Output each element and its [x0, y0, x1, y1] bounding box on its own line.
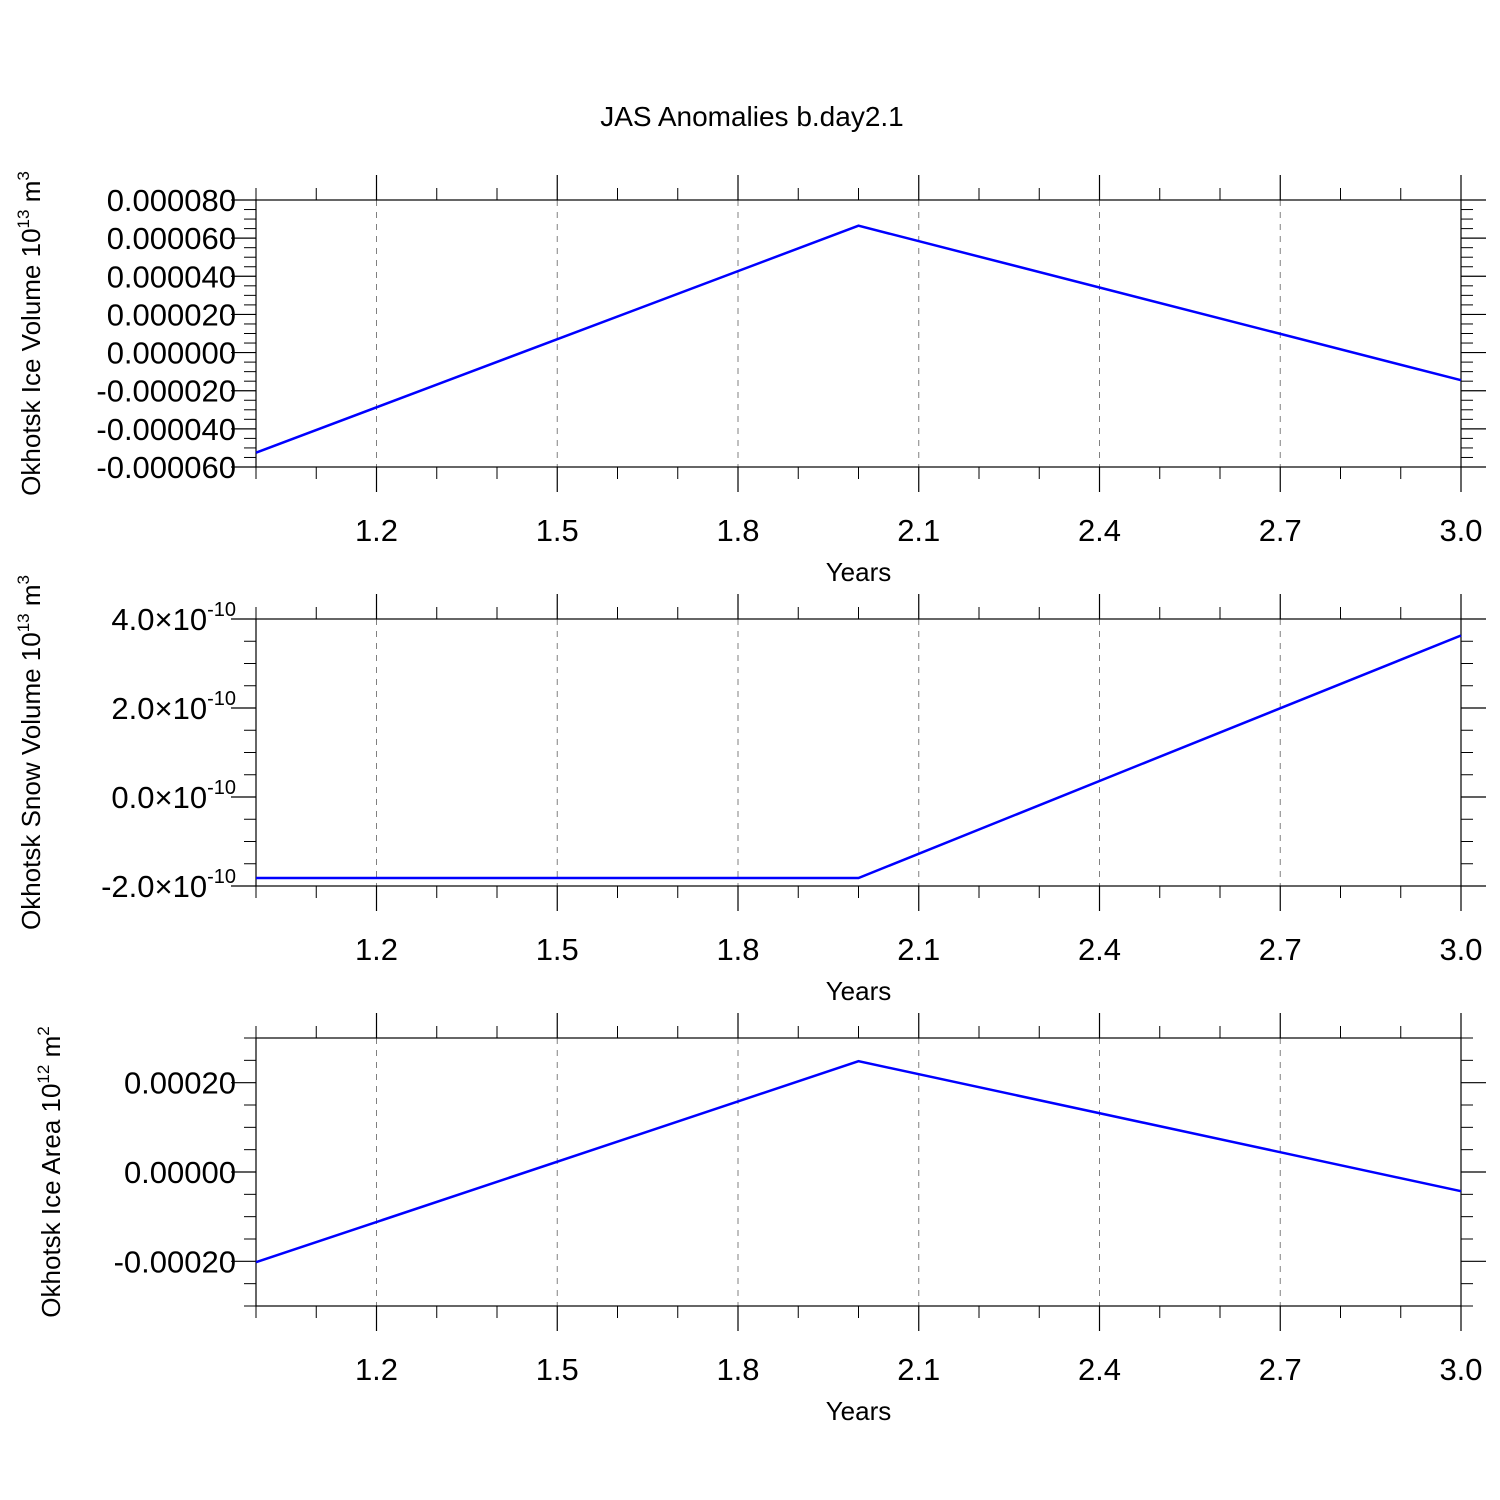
x-tick-label: 3.0 [1439, 1352, 1482, 1387]
x-tick-label: 2.7 [1259, 513, 1302, 548]
y-tick-label: -0.000060 [96, 450, 236, 485]
x-tick-label: 2.7 [1259, 1352, 1302, 1387]
x-tick-label: 1.8 [716, 932, 759, 967]
y-tick-label: 4.0×10-10 [111, 599, 236, 637]
y-axis-label: Okhotsk Ice Area 1012 m2 [34, 1026, 66, 1317]
x-tick-label: 1.2 [355, 932, 398, 967]
y-axis-label: Okhotsk Ice Volume 1013 m3 [14, 171, 46, 496]
x-tick-label: 2.4 [1078, 513, 1121, 548]
y-tick-label: 0.000040 [107, 259, 236, 294]
x-tick-label: 2.4 [1078, 932, 1121, 967]
series-line [255, 1059, 1462, 1264]
x-axis-label: Years [826, 1396, 892, 1426]
x-tick-label: 2.1 [897, 932, 940, 967]
y-tick-label: 0.000080 [107, 183, 236, 218]
x-axis-label: Years [826, 976, 892, 1006]
x-tick-label: 2.1 [897, 1352, 940, 1387]
series-line [255, 224, 1462, 454]
y-tick-label: 0.0×10-10 [111, 777, 236, 815]
x-tick-label: 2.7 [1259, 932, 1302, 967]
y-tick-label: 0.00020 [124, 1066, 236, 1101]
x-tick-label: 1.5 [536, 513, 579, 548]
x-tick-label: 1.5 [536, 1352, 579, 1387]
x-tick-label: 1.5 [536, 932, 579, 967]
y-tick-label: 0.000000 [107, 336, 236, 371]
x-tick-label: 3.0 [1439, 932, 1482, 967]
y-tick-label: 0.000060 [107, 221, 236, 256]
chart-panel-2: 1.2 1.5 1.8 2.1 2.4 2.7 3.0 Years 4.0×10-10 2.0×1… [14, 575, 1486, 1006]
y-tick-label: 0.00000 [124, 1155, 236, 1190]
y-tick-label: 0.000020 [107, 297, 236, 332]
y-tick-label: -0.00020 [114, 1244, 236, 1279]
chart-panel-3: 1.2 1.5 1.8 2.1 2.4 2.7 3.0 Years 0.00020 0.00000… [34, 1013, 1486, 1426]
y-tick-label: -0.000040 [96, 412, 236, 447]
x-tick-label: 3.0 [1439, 513, 1482, 548]
x-tick-label: 2.4 [1078, 1352, 1121, 1387]
y-tick-label: -0.000020 [96, 374, 236, 409]
x-tick-label: 1.2 [355, 513, 398, 548]
x-axis-label: Years [826, 557, 892, 587]
chart-title: JAS Anomalies b.day2.1 [600, 101, 904, 132]
series-line [256, 634, 1462, 880]
chart-panel-1: 1.2 1.5 1.8 2.1 2.4 2.7 3.0Years0.0000800.0000… [14, 171, 1486, 587]
x-tick-label: 2.1 [897, 513, 940, 548]
x-tick-label: 1.2 [355, 1352, 398, 1387]
y-tick-label: 2.0×10-10 [111, 688, 236, 726]
y-axis-label: Okhotsk Snow Volume 1013 m3 [14, 575, 46, 930]
y-tick-label: -2.0×10-10 [101, 866, 236, 904]
x-tick-label: 1.8 [716, 1352, 759, 1387]
x-tick-label: 1.8 [716, 513, 759, 548]
